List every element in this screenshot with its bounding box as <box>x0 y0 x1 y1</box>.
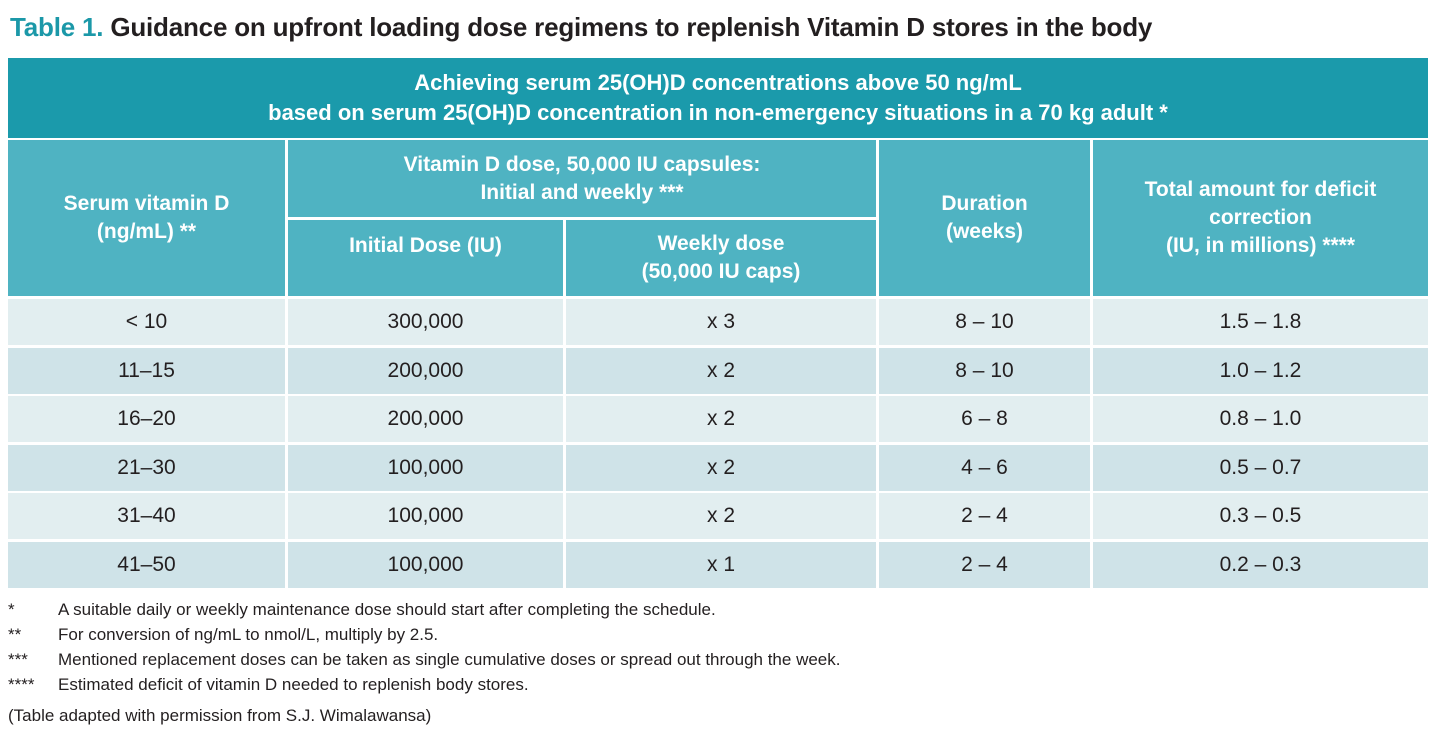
footnote-text: A suitable daily or weekly maintenance d… <box>58 600 716 619</box>
banner-line-1: Achieving serum 25(OH)D concentrations a… <box>414 70 1022 95</box>
footnote-mark: **** <box>8 675 35 694</box>
cell-total-amount: 0.8 – 1.0 <box>1093 396 1428 442</box>
cell-duration: 8 – 10 <box>879 347 1090 394</box>
header-initial-dose: Initial Dose (IU) <box>288 220 563 296</box>
cell-total-amount: 1.0 – 1.2 <box>1093 347 1428 394</box>
footnote-text: Estimated deficit of vitamin D needed to… <box>58 675 529 694</box>
header-dose-group: Vitamin D dose, 50,000 IU capsules: Init… <box>288 140 876 217</box>
cell-weekly-dose: x 2 <box>566 396 876 442</box>
cell-duration: 8 – 10 <box>879 299 1090 345</box>
cell-total-amount: 0.5 – 0.7 <box>1093 444 1428 491</box>
cell-duration: 2 – 4 <box>879 541 1090 588</box>
cell-serum: 11–15 <box>8 347 285 394</box>
source-note: (Table adapted with permission from S.J.… <box>8 706 432 725</box>
cell-weekly-dose: x 2 <box>566 493 876 539</box>
cell-initial-dose: 100,000 <box>288 541 563 588</box>
table-caption: Guidance on upfront loading dose regimen… <box>110 12 1153 42</box>
header-total-amount: Total amount for deficit correction (IU,… <box>1093 140 1428 296</box>
cell-total-amount: 0.2 – 0.3 <box>1093 541 1428 588</box>
cell-total-amount: 1.5 – 1.8 <box>1093 299 1428 345</box>
header-weekly-dose: Weekly dose (50,000 IU caps) <box>566 220 876 296</box>
footnote-mark: ** <box>8 625 22 644</box>
cell-initial-dose: 200,000 <box>288 347 563 394</box>
cell-initial-dose: 300,000 <box>288 299 563 345</box>
banner-line-2: based on serum 25(OH)D concentration in … <box>268 100 1168 125</box>
cell-serum: < 10 <box>8 299 285 345</box>
cell-serum: 41–50 <box>8 541 285 588</box>
cell-serum: 21–30 <box>8 444 285 491</box>
cell-initial-dose: 100,000 <box>288 444 563 491</box>
cell-initial-dose: 100,000 <box>288 493 563 539</box>
header-duration: Duration (weeks) <box>879 140 1090 296</box>
table-title: Table 1. Guidance on upfront loading dos… <box>10 12 1152 43</box>
footnote-mark: * <box>8 600 15 619</box>
cell-duration: 4 – 6 <box>879 444 1090 491</box>
header-serum-vitamin-d: Serum vitamin D (ng/mL) ** <box>8 140 285 296</box>
cell-serum: 16–20 <box>8 396 285 442</box>
cell-weekly-dose: x 2 <box>566 444 876 491</box>
cell-initial-dose: 200,000 <box>288 396 563 442</box>
cell-serum: 31–40 <box>8 493 285 539</box>
footnote-mark: *** <box>8 650 28 669</box>
footnote-text: Mentioned replacement doses can be taken… <box>58 650 841 669</box>
cell-weekly-dose: x 3 <box>566 299 876 345</box>
footnote-text: For conversion of ng/mL to nmol/L, multi… <box>58 625 439 644</box>
table-number: Table 1. <box>10 12 104 42</box>
cell-total-amount: 0.3 – 0.5 <box>1093 493 1428 539</box>
cell-duration: 6 – 8 <box>879 396 1090 442</box>
cell-duration: 2 – 4 <box>879 493 1090 539</box>
cell-weekly-dose: x 2 <box>566 347 876 394</box>
cell-weekly-dose: x 1 <box>566 541 876 588</box>
table-banner: Achieving serum 25(OH)D concentrations a… <box>8 58 1428 138</box>
